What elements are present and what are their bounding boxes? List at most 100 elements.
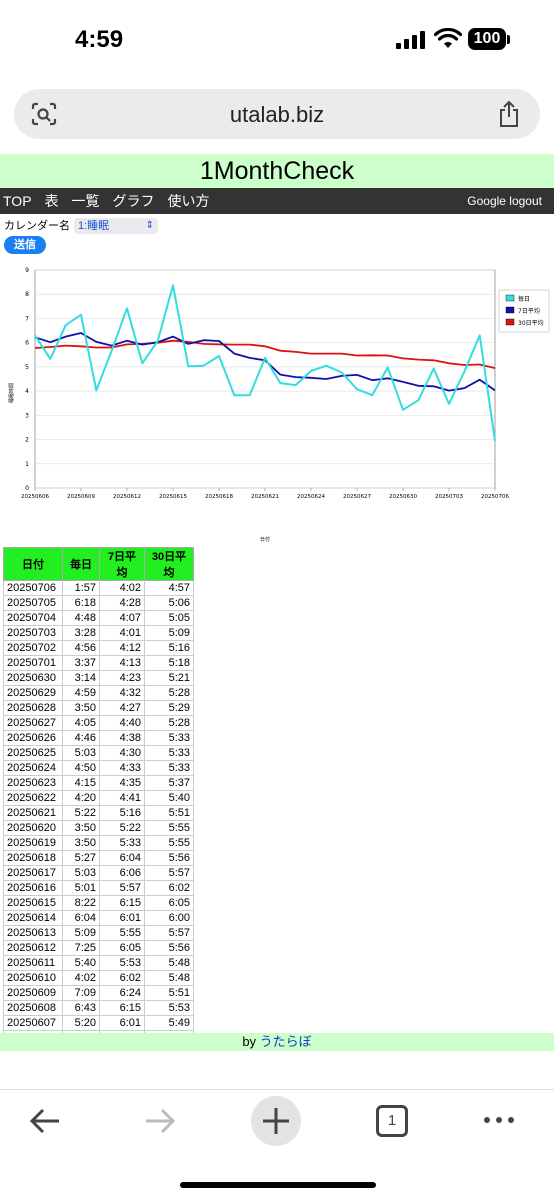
- table-row: 20250610 4:02 6:02 5:48: [3, 970, 194, 986]
- nav-graph[interactable]: グラフ: [112, 193, 155, 209]
- 7day-cell: 5:16: [99, 805, 145, 821]
- y-tick-label: 8: [25, 291, 29, 298]
- 7day-cell: 4:01: [99, 625, 145, 641]
- table-row: 20250621 5:22 5:16 5:51: [3, 805, 194, 821]
- table-row: 20250615 8:22 6:15 6:05: [3, 895, 194, 911]
- date-cell: 20250617: [3, 865, 63, 881]
- battery-tip: [507, 35, 510, 44]
- x-tick-label: 20250615: [159, 494, 187, 500]
- wifi-icon: [434, 28, 462, 48]
- y-axis-label: 睡眠時間: [8, 383, 15, 403]
- nav-list[interactable]: 一覧: [71, 193, 100, 209]
- date-cell: 20250609: [3, 985, 63, 1001]
- 7day-cell: 4:27: [99, 700, 145, 716]
- 30day-cell: 5:55: [144, 835, 194, 851]
- table-header-row: 日付 毎日 7日平均 30日平均: [3, 547, 194, 581]
- legend-daily: 毎日: [518, 295, 530, 303]
- table-row: 20250625 5:03 4:30 5:33: [3, 745, 194, 761]
- table-row: 20250614 6:04 6:01 6:00: [3, 910, 194, 926]
- 30day-cell: 5:48: [144, 970, 194, 986]
- table-row: 20250609 7:09 6:24 5:51: [3, 985, 194, 1001]
- x-tick-label: 20250624: [297, 494, 325, 500]
- date-cell: 20250706: [3, 580, 63, 596]
- 7day-cell: 5:57: [99, 880, 145, 896]
- table-row: 20250613 5:09 5:55 5:57: [3, 925, 194, 941]
- table-row: 20250706 1:57 4:02 4:57: [3, 580, 194, 596]
- daily-cell: 7:25: [62, 940, 100, 956]
- daily-cell: 5:22: [62, 805, 100, 821]
- daily-cell: 1:57: [62, 580, 100, 596]
- address-bar[interactable]: utalab.biz: [14, 89, 540, 139]
- 7day-cell: 6:05: [99, 940, 145, 956]
- daily-cell: 4:48: [62, 610, 100, 626]
- url-text[interactable]: utalab.biz: [229, 102, 325, 127]
- table-row: 20250626 4:46 4:38 5:33: [3, 730, 194, 746]
- tabs-button[interactable]: 1: [376, 1105, 408, 1137]
- date-cell: 20250615: [3, 895, 63, 911]
- plot-area: [34, 269, 496, 489]
- chevron-updown-icon: ⇕: [145, 220, 154, 231]
- 30day-cell: 5:56: [144, 850, 194, 866]
- calendar-select[interactable]: 1:睡眠 ⇕: [74, 218, 158, 234]
- 7day-cell: 5:55: [99, 925, 145, 941]
- 7day-cell: 6:24: [99, 985, 145, 1001]
- page-title: 1MonthCheck: [0, 154, 554, 188]
- daily-cell: 6:04: [62, 910, 100, 926]
- tab-count: 1: [387, 1112, 397, 1129]
- daily-cell: 6:43: [62, 1000, 100, 1016]
- table-row: 20250702 4:56 4:12 5:16: [3, 640, 194, 656]
- daily-cell: 5:27: [62, 850, 100, 866]
- 30day-cell: 6:05: [144, 895, 194, 911]
- table-row: 20250623 4:15 4:35 5:37: [3, 775, 194, 791]
- footer-link[interactable]: うたらぼ: [259, 1034, 312, 1049]
- plus-icon: [263, 1108, 289, 1134]
- forward-arrow-icon[interactable]: [143, 1104, 177, 1138]
- 30day-cell: 5:53: [144, 1000, 194, 1016]
- table-row: 20250703 3:28 4:01 5:09: [3, 625, 194, 641]
- 30day-cell: 5:57: [144, 925, 194, 941]
- table-row: 20250617 5:03 6:06 5:57: [3, 865, 194, 881]
- 30day-cell: 5:33: [144, 760, 194, 776]
- 30day-cell: 5:28: [144, 685, 194, 701]
- x-tick-label: 20250609: [67, 494, 95, 500]
- 30day-cell: 5:49: [144, 1015, 194, 1031]
- date-cell: 20250623: [3, 775, 63, 791]
- daily-cell: 7:09: [62, 985, 100, 1001]
- x-tick-label: 20250627: [343, 494, 371, 500]
- 30day-cell: 6:00: [144, 910, 194, 926]
- table-row: 20250701 3:37 4:13 5:18: [3, 655, 194, 671]
- share-icon[interactable]: [498, 100, 520, 128]
- 30day-cell: 5:33: [144, 730, 194, 746]
- y-tick-labels: 0 1 2 3 4 5 6 7 8 9: [25, 267, 29, 492]
- 30day-cell: 5:06: [144, 595, 194, 611]
- new-tab-button[interactable]: [251, 1096, 301, 1146]
- 7day-cell: 4:41: [99, 790, 145, 806]
- y-tick-label: 6: [25, 340, 29, 347]
- more-options-icon[interactable]: [482, 1114, 516, 1126]
- nav-table[interactable]: 表: [44, 193, 59, 209]
- table-row: 20250607 5:20 6:01 5:49: [3, 1015, 194, 1031]
- daily-cell: 4:56: [62, 640, 100, 656]
- google-logout-link[interactable]: Google logout: [467, 194, 542, 208]
- date-cell: 20250612: [3, 940, 63, 956]
- submit-button[interactable]: 送信: [4, 236, 46, 254]
- daily-cell: 5:03: [62, 745, 100, 761]
- nav-top[interactable]: TOP: [3, 193, 32, 209]
- 30day-cell: 5:05: [144, 610, 194, 626]
- calendar-label: カレンダー名: [4, 220, 70, 232]
- 7day-cell: 4:23: [99, 670, 145, 686]
- nav-usage[interactable]: 使い方: [167, 193, 210, 209]
- x-tick-labels: 20250606 20250609 20250612 20250615 20250618…: [21, 488, 509, 500]
- visual-search-icon[interactable]: [30, 101, 58, 127]
- 30day-cell: 5:56: [144, 940, 194, 956]
- daily-cell: 3:50: [62, 835, 100, 851]
- back-arrow-icon[interactable]: [28, 1104, 62, 1138]
- header-daily: 毎日: [62, 547, 100, 581]
- 7day-cell: 6:02: [99, 970, 145, 986]
- table-row: 20250630 3:14 4:23 5:21: [3, 670, 194, 686]
- 7day-cell: 5:33: [99, 835, 145, 851]
- footer-by: by: [242, 1034, 257, 1049]
- 30day-cell: 5:29: [144, 700, 194, 716]
- table-row: 20250608 6:43 6:15 5:53: [3, 1000, 194, 1016]
